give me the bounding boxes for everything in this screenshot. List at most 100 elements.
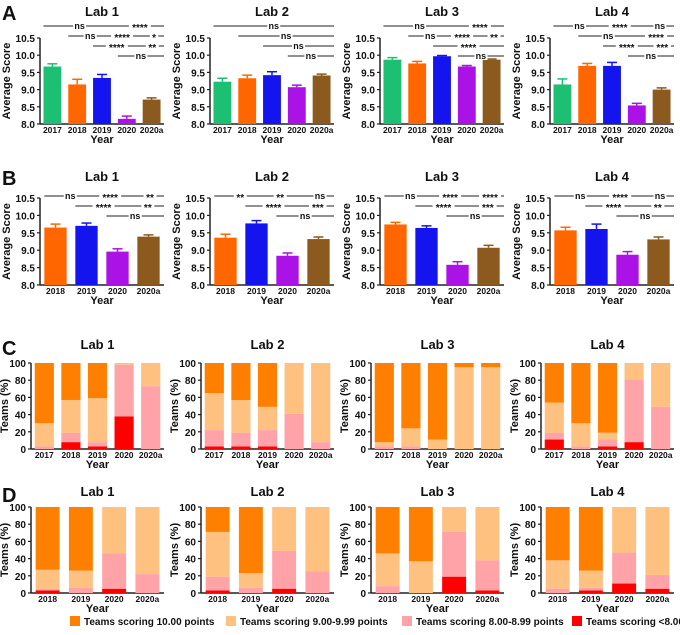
x-tick-label: 2018 [68, 125, 87, 135]
stacked-bar-segment [645, 574, 670, 589]
x-axis-label: Year [426, 459, 450, 471]
y-axis-label: Teams (%) [509, 379, 521, 434]
stacked-bar-segment [205, 576, 230, 591]
significance-label: ** [490, 33, 498, 44]
y-tick-label: 8.0 [361, 120, 375, 131]
y-tick-label: 10.0 [186, 51, 206, 62]
chart-title: Lab 4 [591, 337, 626, 352]
x-tick-label: 2020a [649, 450, 673, 460]
stacked-bar-segment [114, 364, 134, 417]
bar [457, 66, 476, 124]
x-tick-label: 2019 [77, 286, 96, 296]
y-tick-label: 100 [349, 503, 366, 514]
stacked-bar-segment [597, 363, 618, 433]
significance-label-bg [83, 31, 97, 40]
y-axis-label: Teams (%) [509, 523, 521, 578]
stacked-bar-segment [141, 363, 161, 387]
significance-label: ns [574, 21, 585, 31]
significance-label: **** [114, 33, 130, 44]
x-tick-label: 2020 [618, 286, 637, 296]
legend-swatch [402, 616, 412, 626]
significance-label: ns [293, 41, 304, 51]
stacked-bar-segment [114, 363, 134, 365]
y-tick-label: 40 [185, 555, 197, 566]
significance-label: ns [405, 191, 416, 201]
legend-label: Teams scoring 9.00-9.99 points [240, 617, 388, 628]
stacked-bar-segment [624, 442, 644, 449]
significance-label-bg [468, 211, 482, 220]
significance-label: **** [461, 43, 477, 54]
stacked-bar-segment [238, 507, 263, 574]
y-tick-label: 9.0 [191, 86, 205, 97]
y-tick-label: 10.5 [356, 34, 376, 45]
y-axis-label: Average Score [171, 43, 183, 120]
stacked-bar-segment [141, 386, 161, 449]
stacked-bar-segment [651, 363, 671, 407]
y-tick-label: 60 [15, 393, 27, 404]
y-tick-label: 80 [355, 376, 367, 387]
significance-label: **** [102, 193, 118, 204]
significance-label: ns [655, 191, 666, 201]
panel-label-a: A [2, 3, 16, 25]
y-tick-label: 8.0 [191, 120, 205, 131]
x-tick-label: 2020 [615, 594, 634, 604]
stacked-bar-segment [68, 507, 93, 571]
x-axis-label: Year [600, 134, 624, 146]
legend: Teams scoring 10.00 points Teams scoring … [70, 616, 680, 628]
significance-label-bg [233, 191, 247, 200]
significance-label-bg [413, 21, 427, 30]
significance-label-bg [63, 191, 77, 200]
significance-label: ns [640, 211, 651, 221]
x-axis-label: Year [596, 603, 620, 615]
y-tick-label: 0 [190, 589, 196, 600]
y-axis-label: Average Score [1, 43, 13, 120]
legend-item: Teams scoring <8.00 points [572, 616, 680, 628]
stacked-bar-segment [61, 363, 81, 400]
significance-label: ns [603, 31, 614, 41]
y-tick-label: 8.0 [21, 120, 35, 131]
significance-label: ns [425, 31, 436, 41]
x-tick-label: 2019 [428, 450, 447, 460]
x-tick-label: 2019 [411, 594, 430, 604]
bar [312, 75, 331, 124]
x-axis-label: Year [256, 603, 280, 615]
y-tick-label: 10.0 [356, 211, 376, 222]
significance-label: ns [646, 51, 657, 61]
x-tick-label: 2018 [46, 286, 65, 296]
chart-title: Lab 3 [421, 484, 455, 499]
x-tick-label: 2019 [587, 286, 606, 296]
stacked-bar-segment [61, 399, 81, 433]
bar [616, 254, 639, 285]
x-tick-label: 2020a [310, 125, 334, 135]
stacked-bar-segment [284, 363, 304, 414]
stacked-bar-segment [87, 398, 108, 443]
stacked-bar-segment [408, 561, 433, 593]
y-tick-label: 10.0 [526, 211, 546, 222]
y-axis-label: Average Score [1, 203, 13, 280]
stacked-bar-segment [257, 406, 278, 431]
y-tick-label: 0 [20, 589, 26, 600]
bar [482, 59, 501, 125]
significance-label-bg [653, 21, 667, 30]
y-tick-label: 20 [15, 572, 27, 583]
y-axis-label: Teams (%) [339, 523, 351, 578]
legend-swatch [70, 616, 80, 626]
y-tick-label: 100 [519, 359, 536, 370]
stacked-bar-segment [612, 507, 637, 553]
y-tick-label: 40 [525, 411, 537, 422]
stacked-bar-segment [102, 588, 127, 593]
stacked-bar-segment [305, 507, 330, 572]
stacked-bar-segment [645, 588, 670, 593]
y-tick-label: 80 [525, 520, 537, 531]
significance-label-bg [73, 21, 87, 30]
x-tick-label: 2019 [247, 286, 266, 296]
x-axis-label: Year [260, 295, 284, 307]
stacked-bar-segment [544, 432, 564, 440]
significance-label: ** [236, 193, 244, 204]
x-tick-label: 2020a [480, 125, 504, 135]
bar [214, 237, 237, 285]
